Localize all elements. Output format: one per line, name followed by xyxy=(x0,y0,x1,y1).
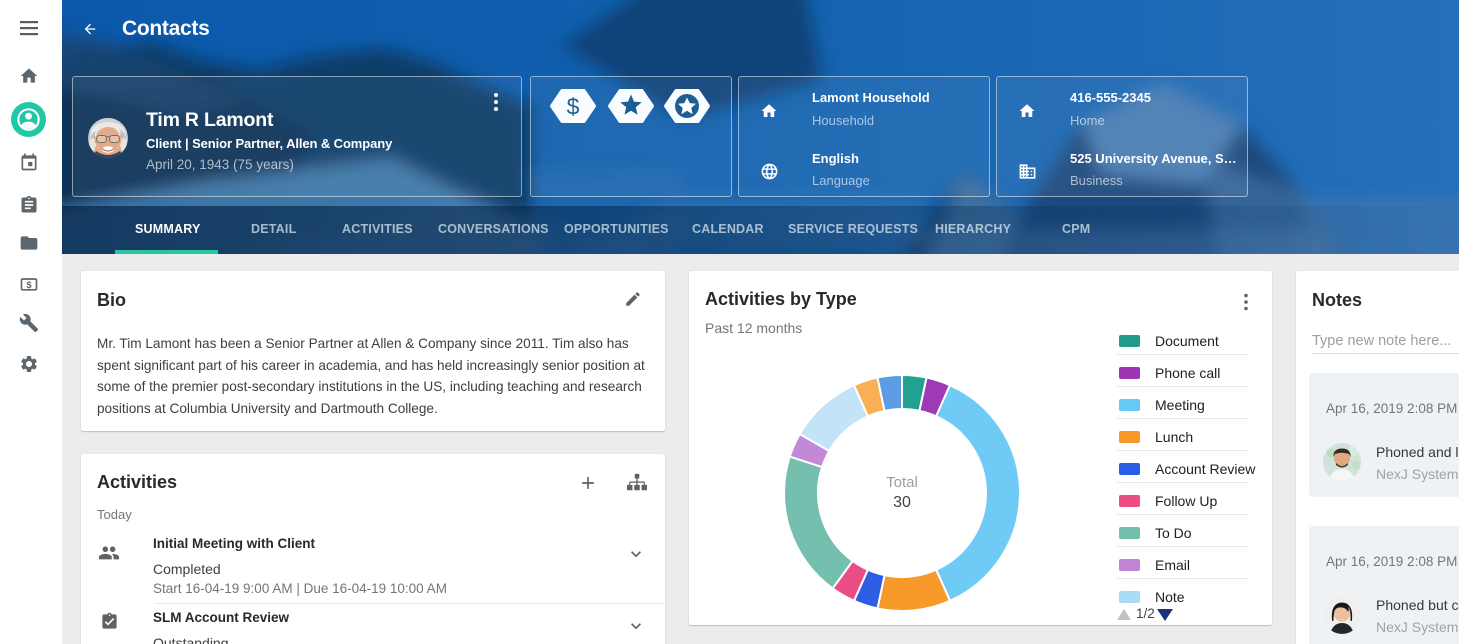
svg-text:$: $ xyxy=(26,280,31,290)
svg-text:$: $ xyxy=(567,94,580,120)
